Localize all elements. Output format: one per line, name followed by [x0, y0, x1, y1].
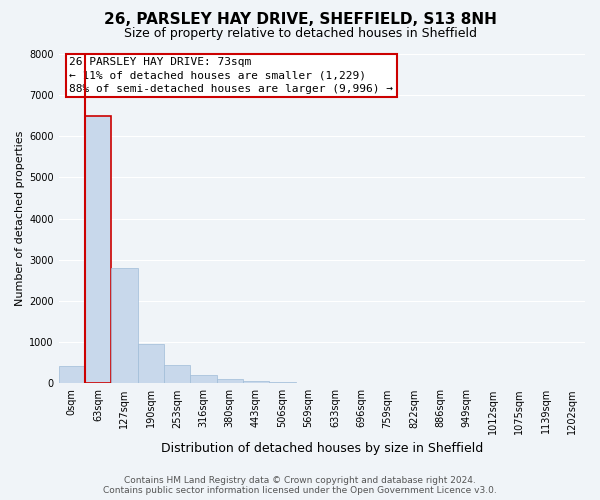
- Bar: [85, 116, 111, 384]
- X-axis label: Distribution of detached houses by size in Sheffield: Distribution of detached houses by size …: [161, 442, 483, 455]
- Bar: [296, 382, 322, 384]
- Bar: [111, 268, 137, 384]
- Bar: [243, 381, 269, 384]
- Y-axis label: Number of detached properties: Number of detached properties: [15, 131, 25, 306]
- Text: 26, PARSLEY HAY DRIVE, SHEFFIELD, S13 8NH: 26, PARSLEY HAY DRIVE, SHEFFIELD, S13 8N…: [104, 12, 496, 28]
- Text: 26 PARSLEY HAY DRIVE: 73sqm
← 11% of detached houses are smaller (1,229)
88% of : 26 PARSLEY HAY DRIVE: 73sqm ← 11% of det…: [69, 58, 393, 94]
- Text: Contains HM Land Registry data © Crown copyright and database right 2024.
Contai: Contains HM Land Registry data © Crown c…: [103, 476, 497, 495]
- Bar: [269, 382, 296, 384]
- Bar: [137, 344, 164, 384]
- Bar: [217, 379, 243, 384]
- Bar: [164, 365, 190, 384]
- Bar: [190, 375, 217, 384]
- Text: Size of property relative to detached houses in Sheffield: Size of property relative to detached ho…: [124, 28, 476, 40]
- Bar: [59, 366, 85, 384]
